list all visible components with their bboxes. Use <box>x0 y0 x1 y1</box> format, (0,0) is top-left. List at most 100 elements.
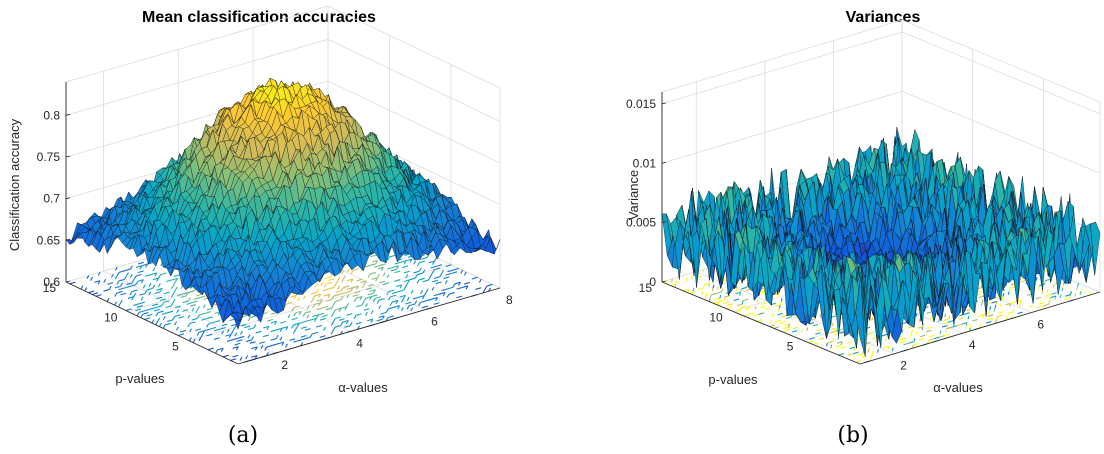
contour-segment <box>332 326 336 331</box>
contour-segment <box>771 313 774 317</box>
contour-segment <box>103 288 110 292</box>
contour-segment <box>157 283 161 288</box>
contour-segment <box>784 323 790 326</box>
contour-segment <box>428 260 435 264</box>
contour-segment <box>127 296 134 299</box>
contour-segment <box>816 328 822 332</box>
contour-segment <box>309 333 313 338</box>
contour-segment <box>691 290 694 295</box>
contour-segment <box>356 295 363 299</box>
contour-segment <box>422 305 429 309</box>
contour-segment <box>234 342 241 346</box>
contour-segment <box>344 290 351 294</box>
contour-segment <box>868 331 874 335</box>
contour-segment <box>482 289 486 294</box>
contour-segment <box>1038 285 1041 290</box>
contour-segment <box>116 290 123 294</box>
contour-segment <box>334 325 341 328</box>
contour-segment <box>356 304 363 308</box>
contour-segment <box>714 297 720 301</box>
contour-segment <box>118 278 125 282</box>
contour-segment <box>148 291 152 296</box>
contour-segment <box>981 299 984 303</box>
contour-segment <box>812 323 819 327</box>
contour-segment <box>1046 293 1052 297</box>
contour-segment <box>172 316 176 321</box>
contour-segment <box>933 336 940 340</box>
contour-segment <box>405 274 409 279</box>
contour-segment <box>463 271 467 276</box>
contour-segment <box>915 312 918 317</box>
contour-segment <box>919 337 925 341</box>
contour-segment <box>996 316 999 321</box>
z-tick-label: 0.65 <box>37 233 61 247</box>
contour-segment <box>165 305 172 309</box>
contour-segment <box>756 319 763 322</box>
contour-segment <box>995 319 998 324</box>
contour-segment <box>324 283 327 288</box>
contour-segment <box>388 306 395 310</box>
contour-segment <box>106 297 110 302</box>
contour-segment <box>363 308 370 311</box>
contour-segment <box>139 292 146 296</box>
contour-segment <box>998 311 1004 314</box>
z-gridline <box>661 31 1101 115</box>
contour-segment <box>401 298 404 303</box>
contour-segment <box>978 295 985 299</box>
contour-segment <box>377 273 380 278</box>
contour-segment <box>445 264 452 268</box>
contour-segment <box>330 321 334 326</box>
contour-segment <box>310 291 317 295</box>
contour-segment <box>825 342 828 347</box>
contour-segment <box>759 290 766 294</box>
contour-segment <box>156 296 163 300</box>
contour-segment <box>754 305 757 310</box>
contour-segment <box>819 314 822 318</box>
contour-segment <box>869 357 872 362</box>
box-edge <box>661 19 903 93</box>
contour-segment <box>165 279 172 283</box>
contour-segment <box>1028 305 1035 308</box>
contour-segment <box>486 283 493 287</box>
contour-segment <box>433 276 440 279</box>
contour-segment <box>876 349 879 353</box>
contour-segment <box>335 316 342 320</box>
contour-segment <box>230 330 234 335</box>
contour-segment <box>206 307 213 311</box>
contour-segment <box>378 297 385 301</box>
contour-segment <box>989 306 992 310</box>
contour-segment <box>420 300 427 304</box>
contour-segment <box>174 286 178 291</box>
contour-segment <box>312 295 316 300</box>
contour-segment <box>353 297 357 302</box>
contour-segment <box>753 313 759 317</box>
contour-segment <box>779 321 786 324</box>
contour-segment <box>390 268 397 272</box>
contour-segment <box>1059 294 1062 298</box>
contour-segment <box>1010 315 1013 319</box>
contour-segment <box>369 289 376 292</box>
contour-segment <box>365 287 372 291</box>
contour-segment <box>367 318 374 322</box>
contour-segment <box>151 319 155 324</box>
contour-segment <box>202 304 206 309</box>
contour-segment <box>129 291 133 296</box>
contour-segment <box>410 307 414 312</box>
contour-segment <box>355 321 362 325</box>
contour-segment <box>883 345 889 349</box>
contour-segment <box>355 313 362 316</box>
contour-segment <box>171 277 178 281</box>
contour-segment <box>295 310 302 314</box>
contour-segment <box>195 328 202 332</box>
contour-segment <box>292 329 296 334</box>
contour-segment <box>361 301 365 306</box>
contour-segment <box>675 280 678 285</box>
contour-segment <box>808 340 814 344</box>
contour-segment <box>206 323 210 328</box>
contour-segment <box>124 275 127 280</box>
contour-segment <box>150 272 157 276</box>
contour-segment <box>92 292 99 296</box>
contour-segment <box>712 284 715 289</box>
panel-a-ylabel: p-values <box>115 371 165 386</box>
